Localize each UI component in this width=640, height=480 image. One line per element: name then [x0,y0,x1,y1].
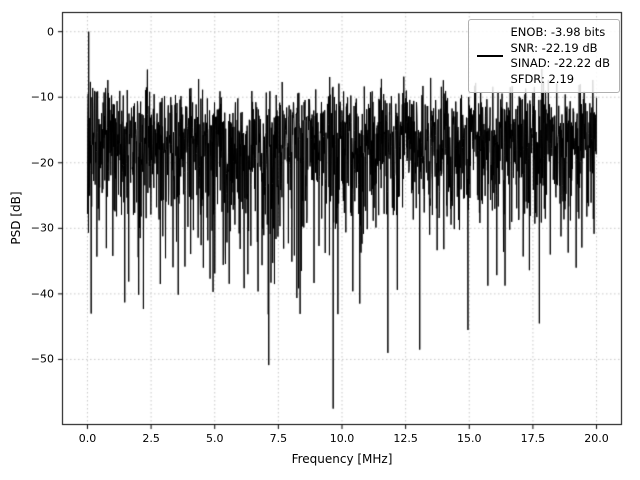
legend: ENOB: -3.98 bits SNR: -22.19 dB SINAD: -… [467,19,620,94]
x-tick-label: 10.0 [329,432,355,445]
y-tick-label: −20 [30,156,54,170]
x-tick-label: 15.0 [457,432,482,445]
y-tick-label: −40 [30,287,54,301]
y-tick-label: 0 [47,25,54,39]
y-tick-label: −30 [30,221,54,235]
y-axis-label: PSD [dB] [9,191,23,245]
x-tick-label: 17.5 [520,432,546,445]
x-tick-label: 5.0 [205,432,224,445]
legend-sfdr: SFDR: 2.19 [510,71,575,86]
y-tick-label: −50 [30,352,54,366]
y-tick-label: −10 [30,90,54,104]
x-tick-label: 7.5 [269,432,288,445]
legend-line-sample-icon [476,55,503,58]
x-tick-label: 0.0 [78,432,97,445]
x-tick-label: 12.5 [393,432,418,445]
x-axis-label: Frequency [MHz] [291,452,393,466]
legend-sinad: SINAD: -22.22 dB [510,56,610,71]
x-tick-label: 20.0 [584,432,609,445]
x-tick-label: 2.5 [142,432,160,445]
legend-enob: ENOB: -3.98 bits [510,25,606,39]
legend-snr: SNR: -22.19 dB [510,40,598,55]
legend-text: ENOB: -3.98 bits SNR: -22.19 dB SINAD: -… [511,25,610,87]
